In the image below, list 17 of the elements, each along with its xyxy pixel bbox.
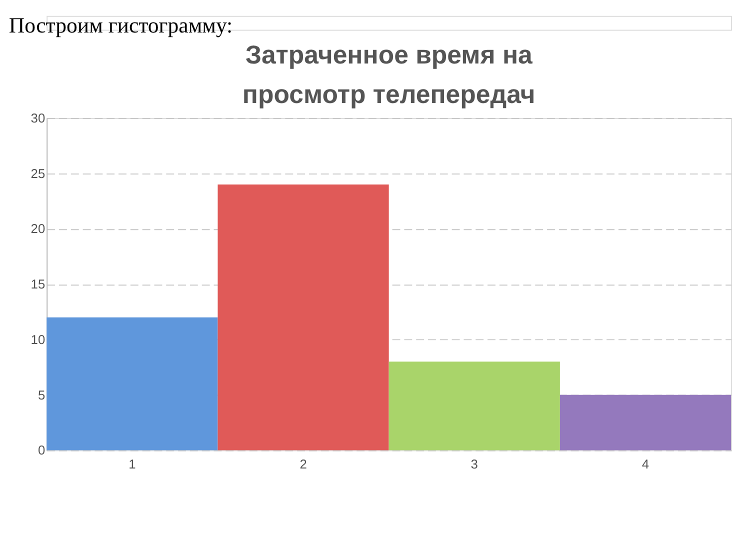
chart-title: Затраченное время на просмотр телепередач bbox=[242, 41, 536, 110]
text: Построим гистограмму: bbox=[8, 14, 233, 38]
x-tick-label: 2 bbox=[300, 456, 307, 472]
y-tick-label: 15 bbox=[30, 276, 46, 292]
y-tick-label: 25 bbox=[30, 166, 46, 181]
x-tick-label: 3 bbox=[470, 456, 478, 472]
x-tick-label: 1 bbox=[128, 456, 136, 472]
y-tick-label: 30 bbox=[30, 110, 46, 126]
y-tick-label: 20 bbox=[30, 221, 46, 236]
x-tick-label: 4 bbox=[642, 456, 650, 472]
bar bbox=[388, 362, 560, 450]
bar bbox=[560, 394, 732, 450]
y-tick-label: 10 bbox=[30, 332, 46, 347]
y-tick-label: 0 bbox=[38, 442, 46, 458]
bar bbox=[46, 317, 218, 450]
y-tick-label: 5 bbox=[38, 387, 46, 402]
bar bbox=[218, 184, 389, 450]
